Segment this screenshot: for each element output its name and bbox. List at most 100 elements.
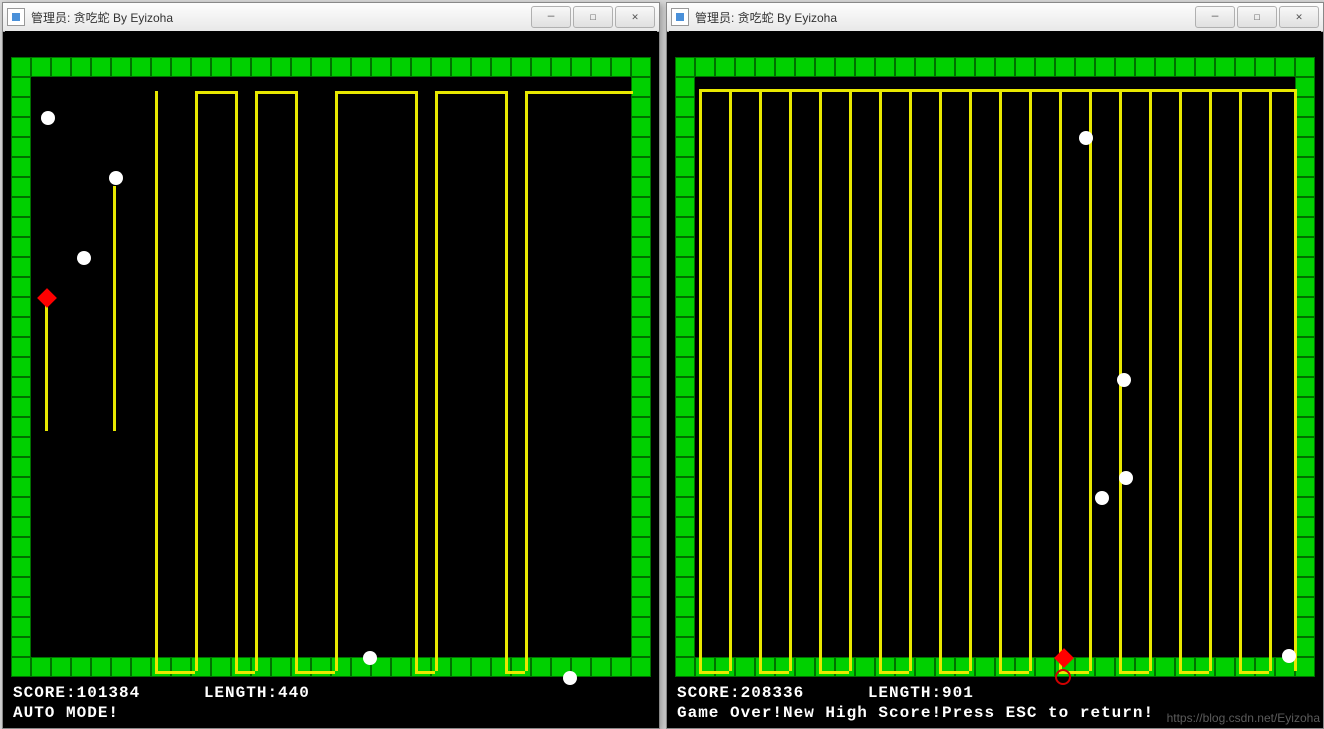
snake-body — [1209, 89, 1212, 671]
titlebar[interactable]: 管理员: 贪吃蛇 By Eyizoha—☐✕ — [667, 3, 1323, 32]
wall-block — [11, 637, 31, 657]
wall-block — [1295, 197, 1315, 217]
wall-block — [631, 197, 651, 217]
wall-block — [675, 297, 695, 317]
wall-block — [1295, 77, 1315, 97]
wall-block — [1175, 657, 1195, 677]
snake-body — [969, 89, 972, 671]
wall-block — [631, 497, 651, 517]
close-button[interactable]: ✕ — [615, 6, 655, 28]
wall-block — [675, 97, 695, 117]
hud-line-2: AUTO MODE! — [13, 704, 119, 722]
wall-block — [1295, 457, 1315, 477]
wall-block — [915, 57, 935, 77]
snake-body — [195, 91, 235, 94]
wall-block — [1195, 57, 1215, 77]
wall-block — [935, 57, 955, 77]
wall-block — [631, 337, 651, 357]
snake-body — [45, 306, 48, 431]
minimize-button[interactable]: — — [531, 6, 571, 28]
snake-body — [1149, 89, 1152, 671]
wall-block — [631, 437, 651, 457]
wall-block — [131, 57, 151, 77]
food — [363, 651, 377, 665]
wall-block — [1295, 237, 1315, 257]
wall-block — [1295, 357, 1315, 377]
snake-body — [1059, 89, 1062, 671]
wall-block — [675, 117, 695, 137]
wall-block — [1295, 517, 1315, 537]
wall-block — [11, 117, 31, 137]
wall-block — [251, 57, 271, 77]
wall-block — [735, 57, 755, 77]
wall-block — [1295, 57, 1315, 77]
wall-block — [735, 657, 755, 677]
snake-body — [1239, 89, 1242, 671]
wall-block — [411, 57, 431, 77]
wall-block — [631, 417, 651, 437]
wall-block — [11, 657, 31, 677]
snake-body — [759, 89, 762, 671]
wall-block — [675, 217, 695, 237]
wall-block — [311, 57, 331, 77]
snake-head — [37, 288, 57, 308]
snake-body — [909, 89, 939, 92]
wall-block — [271, 57, 291, 77]
wall-block — [1235, 657, 1255, 677]
maximize-button[interactable]: ☐ — [573, 6, 613, 28]
wall-block — [631, 217, 651, 237]
wall-block — [1295, 477, 1315, 497]
wall-block — [1295, 337, 1315, 357]
hud-line-1: SCORE:101384 LENGTH:440 — [13, 684, 310, 702]
wall-block — [675, 237, 695, 257]
wall-block — [1035, 57, 1055, 77]
wall-block — [675, 437, 695, 457]
wall-block — [675, 257, 695, 277]
wall-block — [631, 557, 651, 577]
wall-block — [631, 357, 651, 377]
wall-block — [191, 57, 211, 77]
wall-block — [1115, 657, 1135, 677]
wall-block — [431, 657, 451, 677]
snake-body — [849, 89, 852, 671]
wall-block — [631, 377, 651, 397]
wall-block — [1155, 57, 1175, 77]
snake-head-ring — [1055, 669, 1071, 685]
wall-block — [11, 617, 31, 637]
snake-body — [939, 671, 969, 674]
wall-block — [1295, 437, 1315, 457]
wall-block — [11, 237, 31, 257]
food — [1079, 131, 1093, 145]
wall-block — [955, 657, 975, 677]
wall-block — [675, 477, 695, 497]
wall-block — [11, 337, 31, 357]
wall-block — [1195, 657, 1215, 677]
wall-block — [11, 497, 31, 517]
wall-block — [675, 457, 695, 477]
wall-block — [11, 377, 31, 397]
wall-block — [11, 417, 31, 437]
wall-block — [591, 57, 611, 77]
close-button[interactable]: ✕ — [1279, 6, 1319, 28]
snake-body — [699, 671, 729, 674]
titlebar[interactable]: 管理员: 贪吃蛇 By Eyizoha—☐✕ — [3, 3, 659, 32]
wall-block — [631, 477, 651, 497]
wall-block — [675, 657, 695, 677]
wall-block — [1275, 57, 1295, 77]
wall-block — [151, 57, 171, 77]
wall-block — [631, 57, 651, 77]
minimize-button[interactable]: — — [1195, 6, 1235, 28]
wall-block — [1175, 57, 1195, 77]
wall-block — [431, 57, 451, 77]
wall-block — [231, 657, 251, 677]
score-label: SCORE: — [677, 684, 741, 702]
food — [1117, 373, 1131, 387]
wall-block — [1295, 157, 1315, 177]
snake-body — [1209, 89, 1239, 92]
wall-block — [271, 657, 291, 677]
snake-body — [335, 91, 338, 671]
wall-block — [1295, 217, 1315, 237]
maximize-button[interactable]: ☐ — [1237, 6, 1277, 28]
wall-block — [675, 357, 695, 377]
snake-body — [969, 89, 999, 92]
